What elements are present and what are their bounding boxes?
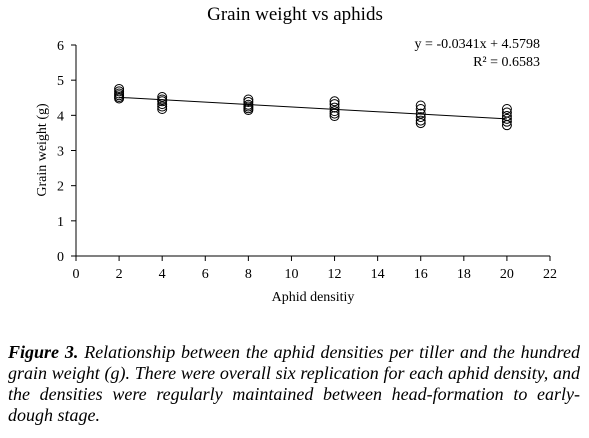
trend-equation: y = -0.0341x + 4.5798 — [415, 37, 540, 52]
x-tick-label: 2 — [116, 267, 123, 282]
data-point — [329, 96, 340, 107]
y-tick-label: 6 — [57, 39, 64, 54]
caption-label: Figure 3. — [8, 342, 79, 362]
x-tick-label: 18 — [457, 267, 471, 282]
y-tick-label: 4 — [57, 109, 64, 124]
data-point — [243, 94, 254, 105]
data-point — [329, 106, 340, 117]
scatter-chart: Grain weight vs aphids y = -0.0341x + 4.… — [35, 4, 557, 305]
data-point — [114, 93, 125, 104]
trend-r-squared: R² = 0.6583 — [473, 55, 540, 70]
data-point — [157, 96, 168, 107]
data-point — [329, 111, 340, 122]
y-tick-label: 3 — [57, 145, 64, 160]
y-tick-label: 1 — [57, 215, 64, 230]
data-point — [157, 104, 168, 115]
x-tick-label: 10 — [284, 267, 298, 282]
data-point — [501, 120, 512, 131]
y-tick-label: 2 — [57, 180, 64, 195]
x-tick-label: 14 — [371, 267, 385, 282]
x-tick-label: 4 — [159, 267, 166, 282]
data-point — [415, 100, 426, 111]
data-point — [157, 101, 168, 112]
data-point — [501, 116, 512, 127]
x-axis: 0 2 4 6 8 10 12 14 16 18 20 22 — [73, 255, 557, 282]
y-axis-label: Grain weight (g) — [35, 103, 50, 197]
data-point — [501, 104, 512, 115]
y-tick-label: 0 — [57, 250, 64, 265]
data-point — [243, 105, 254, 116]
x-tick-label: 22 — [543, 267, 557, 282]
x-axis-label: Aphid densitiy — [272, 290, 355, 305]
data-point — [157, 99, 168, 110]
data-point — [415, 115, 426, 126]
x-tick-group: 0 2 4 6 8 10 12 14 16 18 20 22 — [73, 256, 557, 282]
y-tick-label: 5 — [57, 74, 64, 89]
x-tick-label: 12 — [328, 267, 342, 282]
data-point — [329, 102, 340, 113]
x-tick-label: 8 — [245, 267, 252, 282]
data-point — [415, 112, 426, 123]
data-point — [415, 118, 426, 129]
trendline — [119, 96, 507, 120]
caption-text: Relationship between the aphid densities… — [8, 342, 580, 425]
x-tick-label: 6 — [202, 267, 209, 282]
figure-caption: Figure 3. Relationship between the aphid… — [8, 342, 580, 426]
data-point — [501, 113, 512, 124]
y-axis: 0 1 2 3 4 5 6 — [57, 39, 77, 265]
data-point — [415, 104, 426, 115]
x-tick-label: 0 — [73, 267, 80, 282]
chart-title: Grain weight vs aphids — [207, 4, 383, 25]
x-tick-label: 20 — [500, 267, 514, 282]
data-point — [329, 108, 340, 119]
data-point — [243, 96, 254, 107]
data-points — [114, 83, 512, 131]
x-tick-label: 16 — [414, 267, 428, 282]
y-tick-group: 0 1 2 3 4 5 6 — [57, 39, 76, 265]
